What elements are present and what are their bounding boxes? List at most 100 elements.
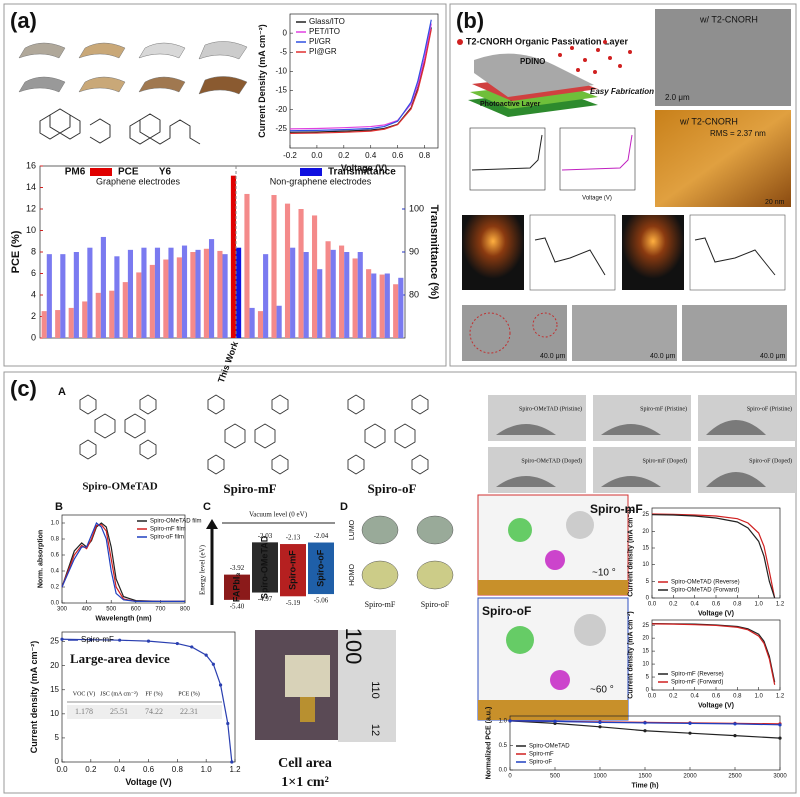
droplet bbox=[496, 476, 556, 487]
bar bbox=[371, 273, 377, 338]
jv-frame bbox=[559, 127, 636, 191]
x-tick-label: 0.2 bbox=[669, 602, 678, 608]
legend-swatch bbox=[90, 168, 112, 176]
giwaxs-images bbox=[462, 214, 786, 291]
x-tick-label: 2500 bbox=[728, 774, 742, 780]
x-tick-label: 0.2 bbox=[85, 765, 97, 774]
marker bbox=[733, 734, 737, 738]
y-axis-label: PCE (%) bbox=[10, 230, 22, 273]
x-tick-label: 0.6 bbox=[143, 765, 155, 774]
subpanel-label: C bbox=[203, 501, 211, 513]
bar bbox=[122, 282, 128, 338]
molecule-label: Spiro-mF bbox=[223, 481, 276, 496]
bar bbox=[100, 236, 106, 338]
x-tick-label: 2000 bbox=[683, 774, 697, 780]
illustration-title: T2-CNORH Organic Passivation Layer bbox=[466, 36, 629, 46]
bar bbox=[303, 252, 309, 338]
legend-label: PI@GR bbox=[309, 47, 337, 56]
x-tick-label: 1000 bbox=[593, 774, 607, 780]
panel-label: (b) bbox=[456, 8, 484, 33]
bar bbox=[60, 254, 66, 338]
bar bbox=[181, 245, 188, 338]
annotation: Graphene electrodes bbox=[96, 176, 181, 186]
y-tick-label: 10 bbox=[50, 709, 59, 718]
x-tick-label: 0.4 bbox=[365, 151, 377, 160]
y-tick-label: 12 bbox=[26, 203, 36, 213]
x-tick-label: 0.4 bbox=[690, 602, 699, 608]
y-axis-label: Energy level (eV) bbox=[199, 544, 207, 595]
category-label: FAPbI₃ bbox=[231, 572, 241, 602]
micrographs bbox=[462, 305, 787, 361]
scale-label: 40.0 μm bbox=[650, 353, 676, 360]
y-tick-label: 25 bbox=[642, 623, 649, 629]
bar bbox=[217, 250, 223, 338]
bar bbox=[236, 247, 242, 338]
bar bbox=[127, 249, 134, 338]
bar bbox=[68, 307, 74, 338]
subpanel-label: D bbox=[340, 501, 348, 513]
bar bbox=[136, 272, 142, 338]
x-tick-label: 0 bbox=[508, 774, 512, 780]
marker bbox=[175, 641, 179, 646]
layer-label: PDINO bbox=[520, 57, 545, 66]
x-tick-label: 0.8 bbox=[419, 151, 431, 160]
y-tick-label: 6 bbox=[31, 268, 36, 278]
y-axis-label: Normalized PCE (a.u.) bbox=[486, 707, 493, 780]
x-axis-label: Voltage (V) bbox=[341, 163, 387, 173]
y-tick-label: 8 bbox=[31, 246, 36, 256]
bar bbox=[344, 252, 350, 338]
y-tick-label: 15 bbox=[642, 649, 649, 655]
bar bbox=[203, 248, 209, 338]
molecule-sketch bbox=[79, 394, 429, 475]
series-line bbox=[651, 623, 776, 685]
marker bbox=[553, 719, 557, 724]
bar bbox=[41, 311, 47, 338]
y-tick-label: 25 bbox=[50, 637, 59, 646]
y-tick-label: 5 bbox=[646, 579, 650, 585]
y-tick-label: -20 bbox=[275, 105, 287, 114]
series-line bbox=[651, 514, 776, 599]
bar bbox=[393, 284, 399, 338]
bar bbox=[352, 258, 358, 338]
caption: 1×1 cm² bbox=[281, 775, 329, 790]
x-tick-label: 1.2 bbox=[776, 694, 785, 700]
energy-bar bbox=[280, 544, 306, 597]
marker bbox=[778, 736, 782, 740]
bar bbox=[168, 247, 174, 338]
y-tick-label: 2 bbox=[31, 311, 36, 321]
bar bbox=[55, 310, 61, 338]
scale-label: 40.0 μm bbox=[760, 353, 786, 360]
angle-label: ~10 ° bbox=[592, 568, 616, 579]
marker bbox=[204, 653, 208, 657]
category-label: Spiro-OMeTAD bbox=[259, 535, 269, 599]
y-axis-label: Current density (mA cm⁻²) bbox=[628, 509, 635, 596]
value-label: -4.97 bbox=[258, 595, 273, 603]
legend-label: Glass/ITO bbox=[309, 17, 345, 26]
droplet bbox=[496, 424, 556, 435]
series-line bbox=[61, 522, 185, 602]
bar bbox=[298, 209, 304, 338]
x-tick-label: 0.4 bbox=[114, 765, 126, 774]
x-axis-label: Time (h) bbox=[631, 783, 658, 790]
bar bbox=[46, 254, 52, 338]
y-tick-label: 0.5 bbox=[499, 743, 508, 749]
annotation: Non-graphene electrodes bbox=[270, 176, 372, 186]
bar bbox=[95, 292, 101, 338]
molecule-sketch bbox=[39, 108, 201, 145]
bar bbox=[190, 252, 196, 338]
molecule-label: Y6 bbox=[159, 167, 172, 178]
legend-label: Transmittance bbox=[328, 167, 396, 178]
marker bbox=[226, 721, 230, 726]
bar bbox=[109, 290, 115, 338]
y2-tick-label: 90 bbox=[409, 246, 419, 256]
y-tick-label: 0.8 bbox=[51, 537, 60, 543]
panel-frame bbox=[3, 371, 797, 794]
bar bbox=[149, 264, 155, 338]
device-illustration bbox=[468, 40, 632, 117]
legend-label: Spiro-oF film bbox=[150, 535, 184, 541]
y-tick-label: 10 bbox=[642, 562, 649, 568]
droplet bbox=[706, 420, 766, 435]
image-label: w/ T2-CNORH bbox=[699, 14, 758, 24]
bar bbox=[257, 311, 264, 338]
